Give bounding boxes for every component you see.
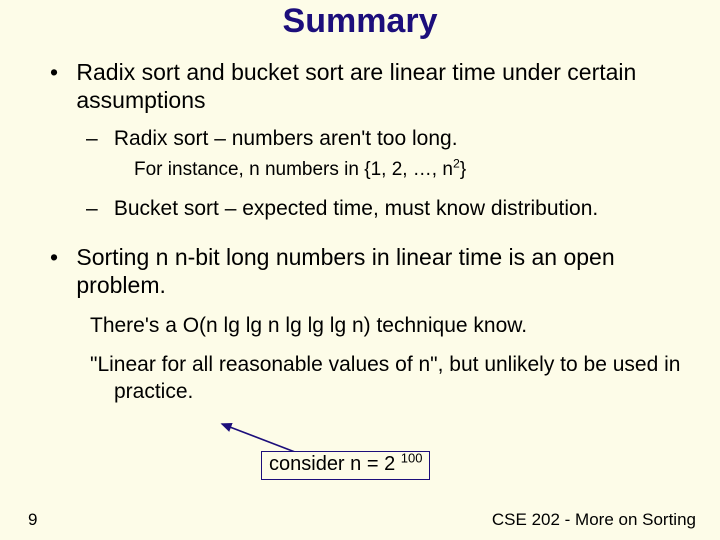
bullet-marker: – bbox=[86, 126, 108, 152]
bullet-level2: – Radix sort – numbers aren't too long. bbox=[86, 126, 690, 152]
plain-line: "Linear for all reasonable values of n",… bbox=[90, 351, 690, 406]
slide-content: • Radix sort and bucket sort are linear … bbox=[0, 59, 720, 406]
superscript: 2 bbox=[453, 157, 460, 171]
bullet-level3: For instance, n numbers in {1, 2, …, n2} bbox=[134, 158, 690, 182]
plain-line: There's a O(n lg lg n lg lg lg n) techni… bbox=[90, 312, 690, 339]
bullet-level1: • Radix sort and bucket sort are linear … bbox=[50, 59, 690, 114]
slide: Summary • Radix sort and bucket sort are… bbox=[0, 2, 720, 540]
bullet-level2: – Bucket sort – expected time, must know… bbox=[86, 196, 690, 222]
bullet-text: Radix sort and bucket sort are linear ti… bbox=[76, 59, 676, 114]
bullet-marker: • bbox=[50, 244, 70, 272]
bullet-text: Bucket sort – expected time, must know d… bbox=[114, 196, 674, 222]
bullet-level1: • Sorting n n-bit long numbers in linear… bbox=[50, 244, 690, 299]
callout-box: consider n = 2 100 bbox=[261, 451, 430, 480]
slide-title: Summary bbox=[0, 2, 720, 41]
bullet-text-part: } bbox=[460, 159, 466, 180]
bullet-marker: • bbox=[50, 59, 70, 87]
bullet-text: Sorting n n-bit long numbers in linear t… bbox=[76, 244, 676, 299]
page-number: 9 bbox=[28, 510, 37, 530]
bullet-text-part: For instance, n numbers in {1, 2, …, n bbox=[134, 159, 453, 180]
footer-text: CSE 202 - More on Sorting bbox=[492, 510, 696, 530]
callout-text: consider n = 2 bbox=[269, 453, 401, 475]
bullet-text: Radix sort – numbers aren't too long. bbox=[114, 126, 674, 152]
superscript: 100 bbox=[401, 450, 423, 465]
bullet-marker: – bbox=[86, 196, 108, 222]
